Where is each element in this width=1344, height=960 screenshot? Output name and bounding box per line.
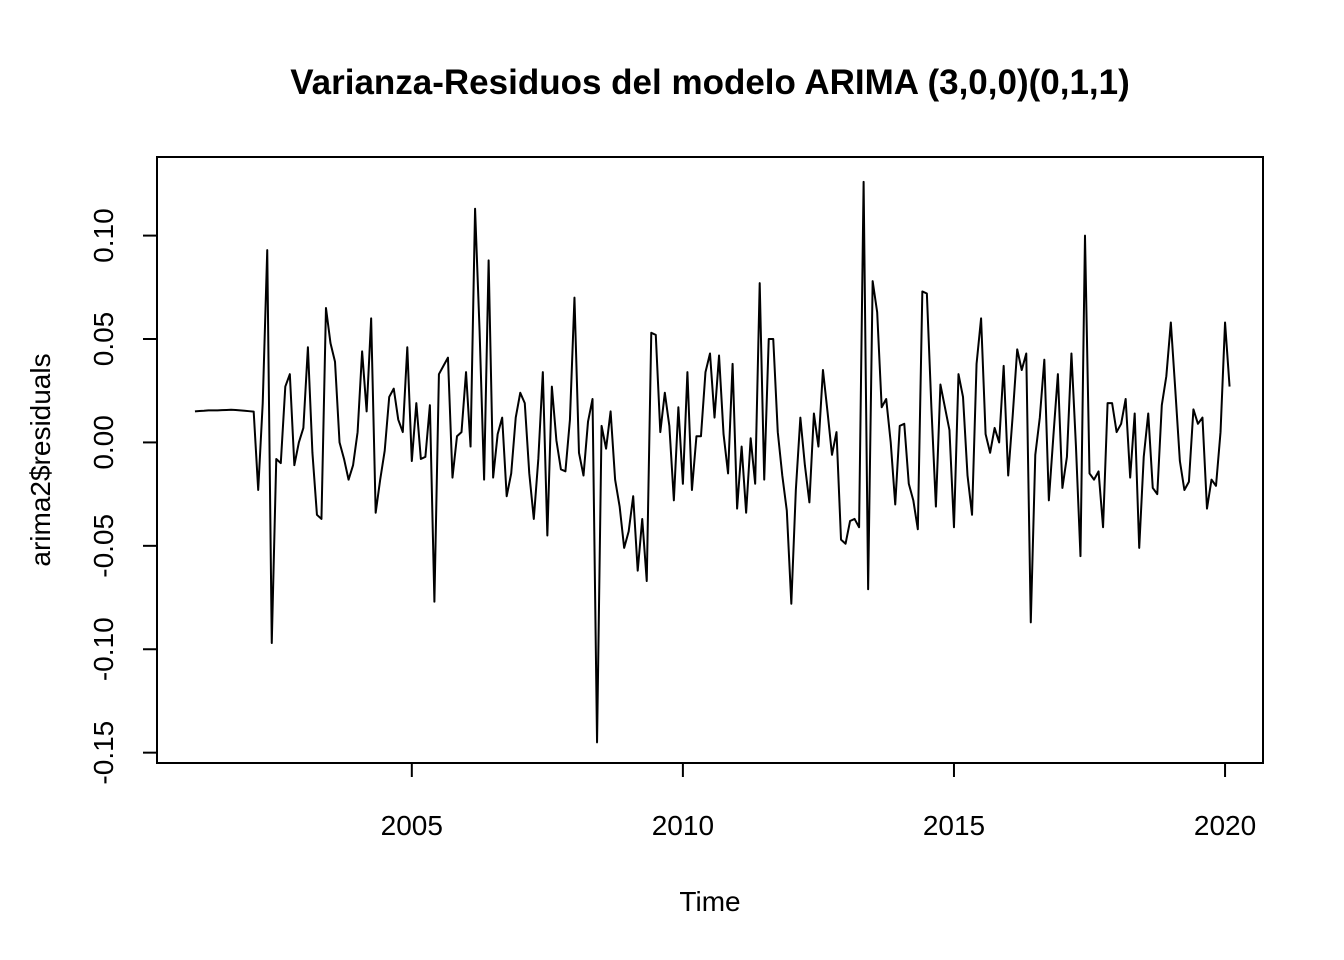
- residuals-series-line: [194, 180, 1231, 744]
- y-tick-label: -0.15: [88, 721, 119, 785]
- y-tick-label: -0.05: [88, 514, 119, 578]
- y-tick-label: -0.10: [88, 617, 119, 681]
- x-tick-label: 2020: [1194, 810, 1256, 841]
- x-axis: 2005 2010 2015 2020: [381, 762, 1256, 841]
- x-tick-label: 2010: [652, 810, 714, 841]
- x-tick-label: 2015: [923, 810, 985, 841]
- x-tick-label: 2005: [381, 810, 443, 841]
- x-axis-label: Time: [679, 886, 740, 917]
- y-axis: -0.15 -0.10 -0.05 0.00 0.05 0.10: [88, 208, 158, 785]
- y-tick-label: 0.05: [88, 312, 119, 367]
- y-axis-label: arima2$residuals: [25, 353, 56, 566]
- series-group: [194, 180, 1231, 744]
- y-tick-label: 0.00: [88, 415, 119, 470]
- y-tick-label: 0.10: [88, 208, 119, 263]
- chart-title: Varianza-Residuos del modelo ARIMA (3,0,…: [290, 63, 1130, 102]
